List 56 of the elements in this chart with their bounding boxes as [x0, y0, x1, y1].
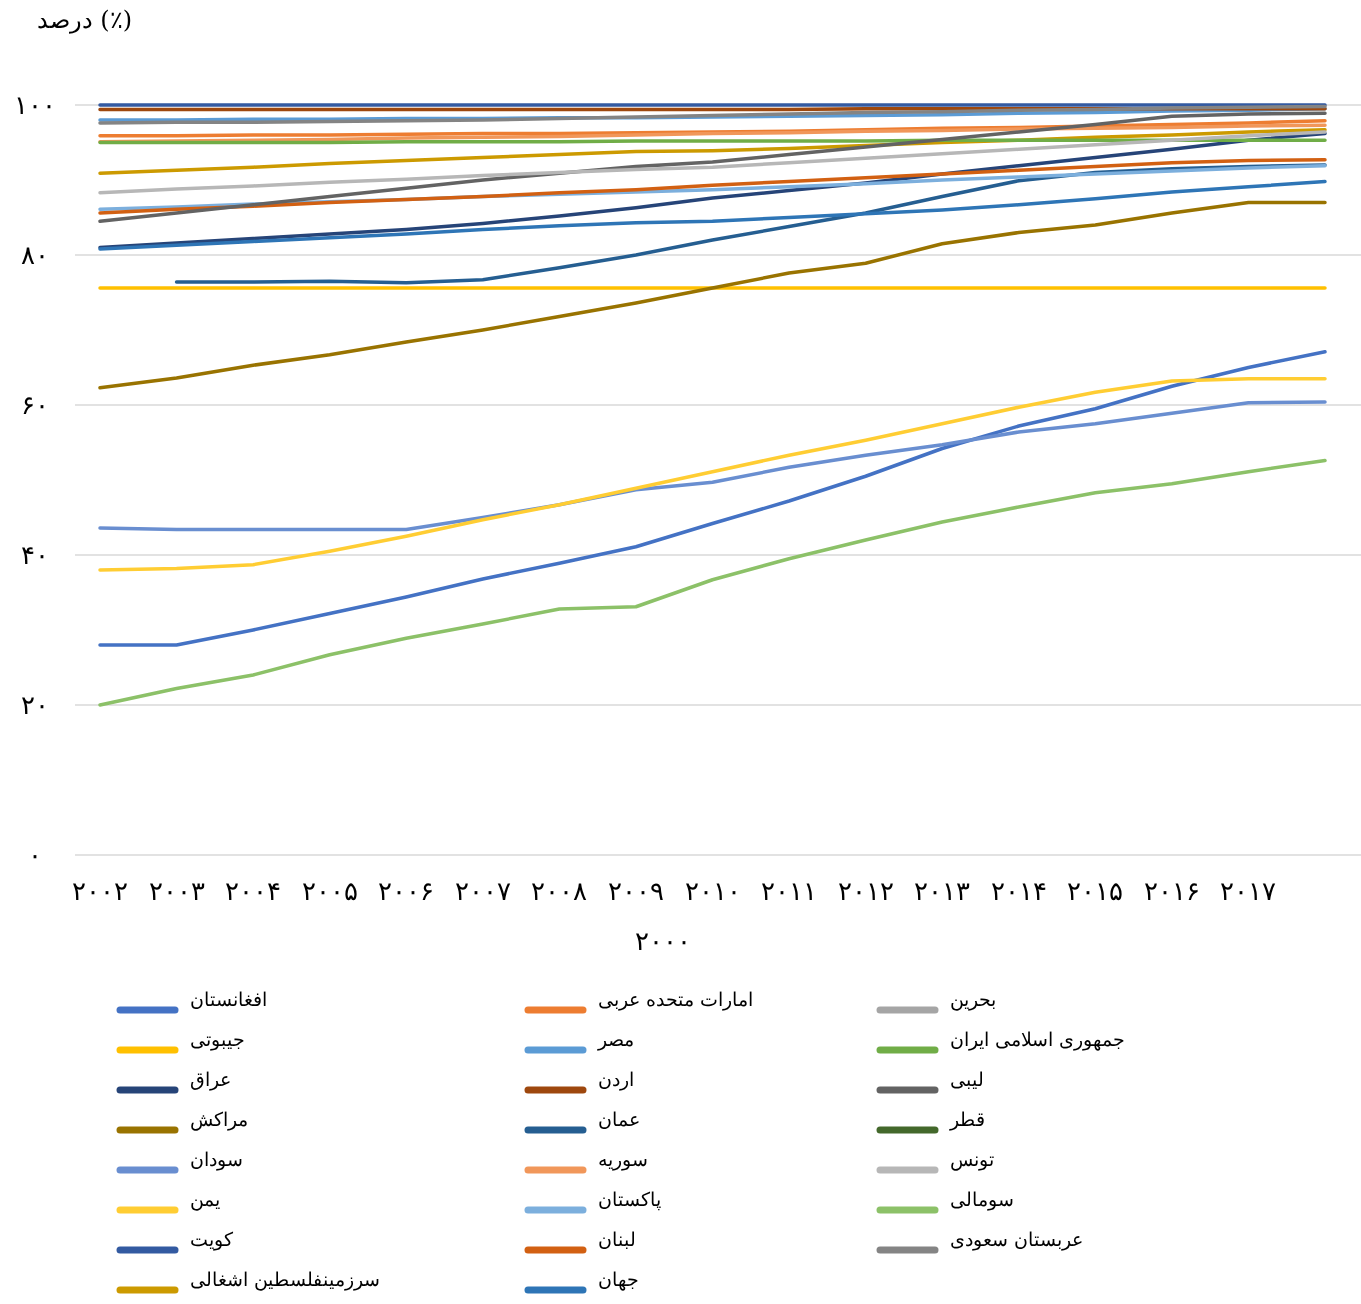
line-series — [98, 200, 1327, 390]
x-tick-label: ۲۰۰۹ — [607, 876, 664, 906]
legend-label: پاکستان — [598, 1188, 661, 1211]
legend-label: افغانستان — [190, 988, 267, 1010]
y-tick-label: ۰ — [28, 840, 42, 871]
line-series — [98, 123, 1327, 144]
x-tick-label: ۲۰۰۸ — [531, 876, 588, 906]
y-tick-label: ۶۰ — [21, 390, 49, 421]
x-tick-label: ۲۰۰۴ — [225, 876, 282, 906]
y-tick-label: ۸۰ — [21, 240, 49, 271]
x-tick-label: ۲۰۰۶ — [378, 876, 435, 906]
legend-label: جیبوتی — [190, 1028, 245, 1051]
y-tick-label: ۴۰ — [21, 540, 49, 571]
legend-label: تونس — [950, 1148, 994, 1171]
y-axis-title: درصد (٪) — [36, 6, 132, 34]
x-tick-label: ۲۰۱۱ — [761, 876, 818, 906]
line-series — [98, 111, 1327, 223]
legend-label: عراق — [190, 1068, 231, 1091]
x-tick-label: ۲۰۱۳ — [914, 876, 971, 906]
legend-label: بحرین — [950, 988, 996, 1011]
line-series — [98, 179, 1327, 251]
line-series — [98, 458, 1327, 707]
x-tick-label: ۲۰۱۲ — [837, 876, 894, 906]
y-tick-label: ۲۰ — [21, 690, 49, 721]
line-series — [98, 158, 1327, 215]
line-series — [98, 130, 1327, 195]
legend-label: قطر — [949, 1108, 985, 1131]
legend-label: سومالی — [950, 1188, 1014, 1211]
legend-label: کویت — [190, 1228, 234, 1251]
y-tick-label: ۱۰۰ — [14, 90, 56, 121]
x-tick-label: ۲۰۰۳ — [148, 876, 205, 906]
x-tick-label: ۲۰۰۵ — [301, 876, 358, 906]
legend-label: عمان — [598, 1108, 640, 1130]
legend-label: لبنان — [598, 1228, 636, 1250]
legend-label: امارات متحده عربی — [598, 988, 754, 1011]
x-tick-label: ۲۰۱۵ — [1067, 876, 1124, 906]
legend-label: جهان — [598, 1268, 639, 1291]
legend-label: جمهوری اسلامی ایران — [950, 1028, 1126, 1051]
x-tick-label: ۲۰۱۶ — [1143, 876, 1200, 906]
line-series — [98, 350, 1327, 647]
legend-label: یمن — [190, 1188, 220, 1211]
x-tick-label: ۲۰۱۴ — [990, 876, 1047, 906]
legend-label: سوریه — [598, 1148, 648, 1171]
legend-label: عربستان سعودی — [950, 1228, 1084, 1251]
line-series — [98, 377, 1327, 572]
x-tick-label: ۲۰۰۲ — [72, 876, 128, 906]
legend-label: سرزمینفلسطین اشغالی — [190, 1268, 381, 1291]
x-tick-label: ۲۰۱۰ — [684, 876, 741, 906]
legend-label: لیبی — [950, 1068, 984, 1090]
legend-label: مصر — [597, 1028, 634, 1051]
legend-label: اردن — [598, 1068, 634, 1091]
x-tick-label: ۲۰۱۷ — [1220, 876, 1277, 906]
x-axis-title: ۲۰۰۰ — [635, 926, 691, 956]
legend-label: سودان — [190, 1148, 243, 1171]
x-tick-label: ۲۰۰۷ — [454, 876, 511, 906]
legend-label: مراکش — [190, 1108, 248, 1131]
